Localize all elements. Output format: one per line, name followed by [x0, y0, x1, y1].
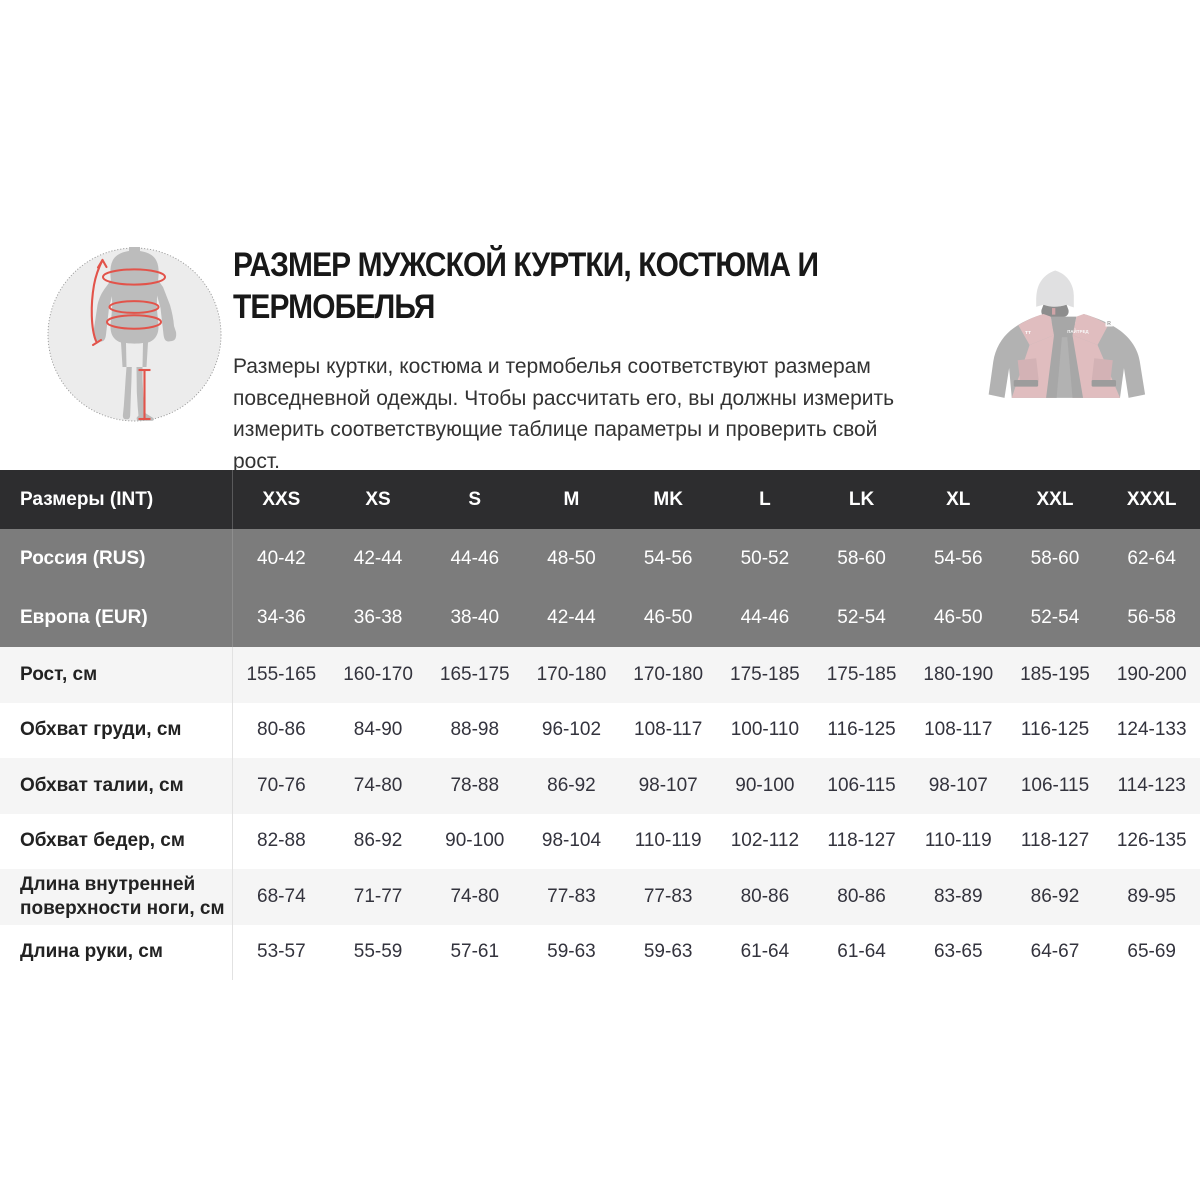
svg-text:R: R	[1107, 321, 1111, 327]
svg-text:ПАЙТРЕД: ПАЙТРЕД	[1067, 329, 1089, 334]
svg-text:TT: TT	[1025, 330, 1031, 336]
